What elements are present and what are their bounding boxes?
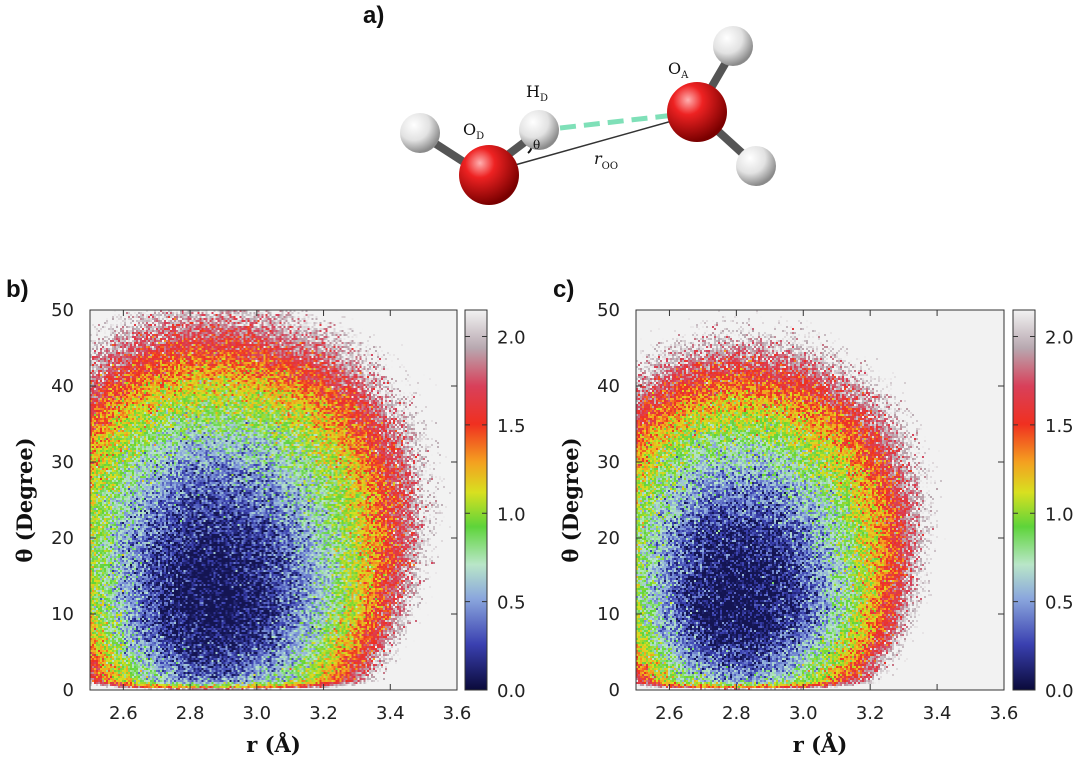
colorbar-tick-label: 2.0 [1045,328,1074,349]
label-oa: OA [668,59,689,81]
y-tick-label: 20 [51,528,74,549]
y-tick-label: 30 [597,452,620,473]
x-tick-label: 2.6 [109,703,138,724]
y-axis-title: θ (Degree) [12,437,37,562]
colorbar-gradient [1012,309,1036,691]
heatmap-chart-c: 2.6 2.8 3.0 3.2 3.4 3.6 0 10 20 30 40 50 r (Å) θ (Deg… [558,300,1074,757]
y-tick-label: 10 [597,604,620,625]
x-tick-label: 3.4 [923,703,952,724]
y-tick-label: 50 [597,300,620,321]
panel-c-label: c) [553,276,574,303]
x-tick-label: 3.4 [376,703,405,724]
plot-frame [635,309,1005,691]
y-tick-label: 40 [51,376,74,397]
x-tick-label: 3.6 [990,703,1019,724]
hydrogen-atom-acceptor-2 [736,146,776,186]
heatmap-chart-b: 2.6 2.8 3.0 3.2 3.4 3.6 0 10 20 30 40 50 r (Å) θ (Deg… [12,300,526,757]
x-tick-label: 2.8 [176,703,205,724]
colorbar-tick-label: 1.5 [1045,416,1074,437]
x-tick-label: 2.6 [655,703,684,724]
x-tick-label: 3.0 [242,703,271,724]
label-hd: HD [526,82,548,104]
panel-b-label: b) [6,276,29,303]
y-tick-label: 50 [51,300,74,321]
y-tick-label: 0 [63,680,74,701]
y-tick-label: 20 [597,528,620,549]
r-oo-line [489,113,698,173]
hydrogen-bond-line [559,112,676,131]
label-theta: θ [533,138,540,152]
colorbar-tick-label: 1.0 [1045,504,1074,525]
x-tick-label: 3.2 [309,703,338,724]
label-od: OD [463,120,484,142]
oxygen-atom-donor [459,145,519,205]
colorbar-tick-label: 1.0 [497,504,526,525]
label-roo: rOO [594,149,618,172]
colorbar: 0.0 0.5 1.0 1.5 2.0 [1012,309,1074,702]
colorbar: 0.0 0.5 1.0 1.5 2.0 [464,309,526,702]
y-tick-label: 40 [597,376,620,397]
colorbar-tick-label: 2.0 [497,328,526,349]
x-tick-label: 3.6 [443,703,472,724]
density-map [636,310,1004,690]
y-tick-label: 30 [51,452,74,473]
oxygen-atom-acceptor [667,82,727,142]
density-map [90,310,457,690]
x-tick-label: 3.0 [789,703,818,724]
hydrogen-atom-donor-bonded [519,110,559,150]
colorbar-tick-label: 0.0 [497,681,526,702]
colorbar-tick-label: 0.5 [1045,593,1074,614]
x-axis-title: r (Å) [246,732,301,757]
y-tick-label: 10 [51,604,74,625]
colorbar-tick-label: 0.0 [1045,681,1074,702]
y-axis-title: θ (Degree) [558,437,583,562]
y-tick-label: 0 [609,680,620,701]
colorbar-tick-label: 1.5 [497,416,526,437]
water-dimer-diagram: OD HD OA θ rOO [400,26,776,205]
colorbar-tick-label: 0.5 [497,593,526,614]
hydrogen-atom-donor-free [400,113,440,153]
panel-a-label: a) [363,2,384,29]
colorbar-gradient [464,309,488,691]
plot-frame [89,309,458,691]
x-axis-title: r (Å) [793,732,848,757]
hydrogen-atom-acceptor-1 [713,26,753,66]
x-tick-label: 2.8 [722,703,751,724]
x-tick-label: 3.2 [856,703,885,724]
